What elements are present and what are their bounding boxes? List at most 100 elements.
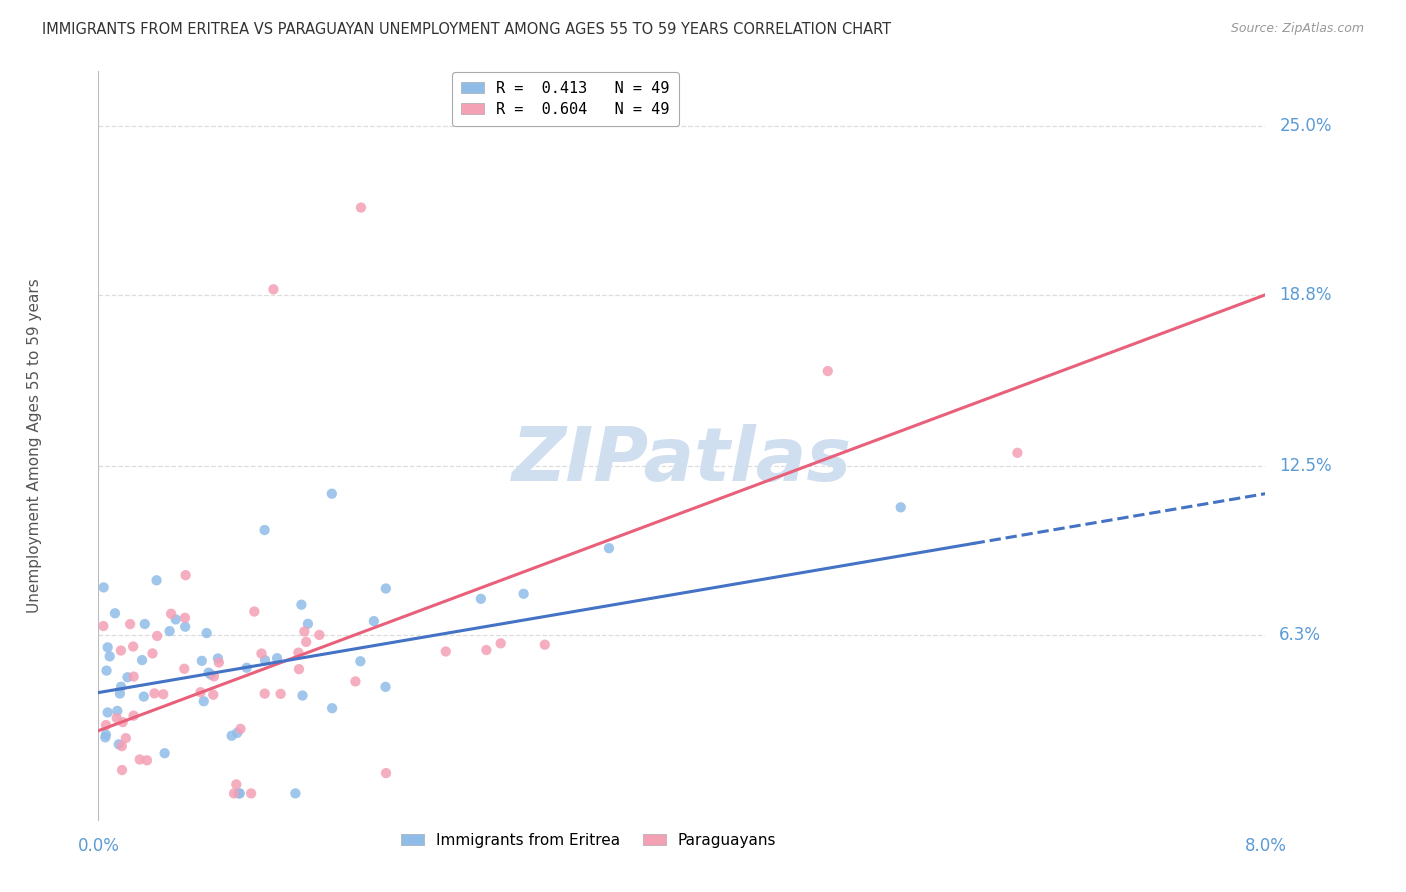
Point bbox=[470, 591, 492, 606]
Point bbox=[229, 722, 252, 736]
Text: 12.5%: 12.5% bbox=[1279, 458, 1331, 475]
Point bbox=[105, 704, 128, 718]
Point bbox=[374, 582, 396, 596]
Point bbox=[115, 731, 138, 746]
Point bbox=[350, 201, 373, 215]
Point bbox=[96, 664, 118, 678]
Point bbox=[104, 607, 127, 621]
Point bbox=[165, 612, 187, 626]
Point bbox=[229, 786, 252, 800]
Point bbox=[108, 686, 131, 700]
Point bbox=[890, 500, 912, 515]
Point bbox=[208, 656, 231, 670]
Point bbox=[97, 640, 120, 655]
Point bbox=[266, 651, 288, 665]
Point bbox=[174, 620, 197, 634]
Point bbox=[235, 661, 257, 675]
Point bbox=[297, 616, 319, 631]
Text: IMMIGRANTS FROM ERITREA VS PARAGUAYAN UNEMPLOYMENT AMONG AGES 55 TO 59 YEARS COR: IMMIGRANTS FROM ERITREA VS PARAGUAYAN UN… bbox=[42, 22, 891, 37]
Point bbox=[228, 786, 250, 800]
Point bbox=[143, 686, 166, 700]
Point bbox=[98, 649, 121, 664]
Point bbox=[270, 687, 292, 701]
Point bbox=[93, 619, 115, 633]
Point bbox=[195, 626, 218, 640]
Point bbox=[94, 718, 117, 732]
Point bbox=[533, 638, 555, 652]
Point bbox=[122, 708, 145, 723]
Point bbox=[221, 729, 243, 743]
Point bbox=[290, 598, 312, 612]
Legend: Immigrants from Eritrea, Paraguayans: Immigrants from Eritrea, Paraguayans bbox=[395, 827, 783, 855]
Point bbox=[288, 662, 311, 676]
Point bbox=[128, 752, 150, 766]
Point bbox=[94, 728, 117, 742]
Point bbox=[291, 689, 314, 703]
Point bbox=[122, 669, 145, 683]
Point bbox=[349, 654, 371, 668]
Text: Unemployment Among Ages 55 to 59 years: Unemployment Among Ages 55 to 59 years bbox=[27, 278, 42, 614]
Point bbox=[512, 587, 534, 601]
Point bbox=[262, 282, 284, 296]
Point bbox=[111, 715, 134, 730]
Point bbox=[111, 739, 134, 753]
Point bbox=[191, 654, 214, 668]
Point bbox=[287, 646, 309, 660]
Point bbox=[374, 680, 396, 694]
Text: ZIPatlas: ZIPatlas bbox=[512, 425, 852, 498]
Text: 25.0%: 25.0% bbox=[1279, 117, 1331, 135]
Point bbox=[375, 766, 398, 780]
Point bbox=[141, 647, 163, 661]
Point bbox=[253, 687, 276, 701]
Point bbox=[136, 753, 159, 767]
Point bbox=[253, 653, 276, 667]
Point bbox=[110, 680, 132, 694]
Point bbox=[146, 629, 169, 643]
Point bbox=[174, 611, 197, 625]
Point bbox=[193, 694, 215, 708]
Point bbox=[197, 665, 219, 680]
Point bbox=[174, 568, 197, 582]
Point bbox=[111, 763, 134, 777]
Point bbox=[110, 643, 132, 657]
Point bbox=[284, 786, 307, 800]
Point bbox=[202, 669, 225, 683]
Point bbox=[160, 607, 183, 621]
Point bbox=[489, 636, 512, 650]
Point bbox=[240, 786, 263, 800]
Point bbox=[292, 624, 315, 639]
Point bbox=[321, 701, 343, 715]
Point bbox=[153, 746, 176, 760]
Point bbox=[202, 688, 225, 702]
Point bbox=[97, 706, 120, 720]
Point bbox=[226, 726, 249, 740]
Point bbox=[817, 364, 839, 378]
Point bbox=[152, 687, 174, 701]
Point bbox=[434, 644, 457, 658]
Point bbox=[200, 667, 222, 681]
Point bbox=[108, 737, 131, 751]
Point bbox=[250, 647, 273, 661]
Point bbox=[1007, 446, 1029, 460]
Point bbox=[134, 617, 156, 632]
Text: 8.0%: 8.0% bbox=[1244, 838, 1286, 855]
Text: 18.8%: 18.8% bbox=[1279, 285, 1331, 304]
Point bbox=[120, 617, 142, 632]
Point bbox=[253, 523, 276, 537]
Point bbox=[222, 786, 245, 800]
Point bbox=[598, 541, 620, 556]
Point bbox=[173, 662, 195, 676]
Text: 0.0%: 0.0% bbox=[77, 838, 120, 855]
Point bbox=[243, 605, 266, 619]
Point bbox=[295, 635, 318, 649]
Point bbox=[159, 624, 181, 639]
Point bbox=[117, 670, 139, 684]
Point bbox=[93, 581, 115, 595]
Text: Source: ZipAtlas.com: Source: ZipAtlas.com bbox=[1230, 22, 1364, 36]
Point bbox=[190, 685, 212, 699]
Point bbox=[131, 653, 153, 667]
Point bbox=[475, 643, 498, 657]
Point bbox=[225, 777, 247, 791]
Point bbox=[145, 574, 167, 588]
Point bbox=[321, 486, 343, 500]
